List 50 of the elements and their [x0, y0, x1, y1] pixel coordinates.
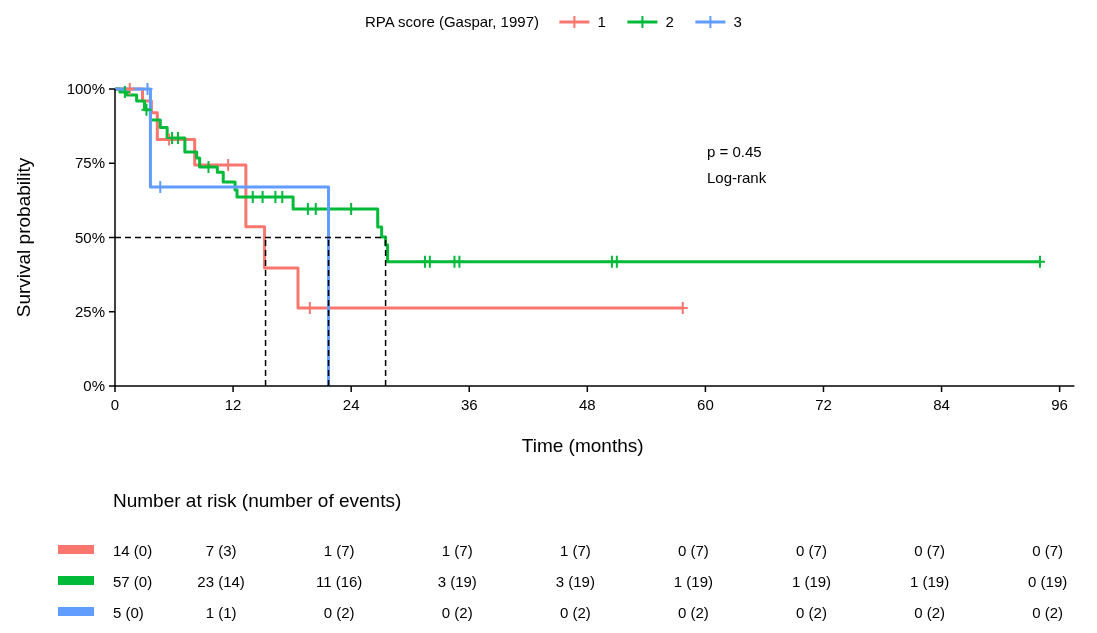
text: 1 (7) — [323, 542, 355, 559]
x-axis-title: Time (months) — [521, 435, 644, 456]
x-tick-label: 24 — [342, 396, 360, 413]
text: 5 (0) — [113, 604, 144, 621]
text: 0 (2) — [677, 604, 709, 621]
text: 1 (1) — [205, 604, 237, 621]
text: 3 (19) — [437, 573, 477, 590]
annotation: p = 0.45 — [707, 143, 762, 160]
annotation: Log-rank — [707, 169, 767, 186]
text: Number at risk (number of events) — [113, 490, 402, 511]
text: 57 (0) — [113, 573, 153, 590]
text: 0 (7) — [796, 542, 827, 559]
text: 3 (19) — [555, 573, 595, 590]
text: 0 (7) — [677, 542, 709, 559]
y-tick-label: 25% — [74, 302, 105, 320]
text: 0 (2) — [323, 604, 355, 621]
text: 7 (3) — [205, 542, 237, 559]
text: 1 (19) — [791, 573, 832, 590]
x-tick-label: 0 — [110, 396, 120, 413]
text: 1 (7) — [441, 542, 473, 559]
text: 0 (2) — [914, 604, 945, 621]
text: 0 (2) — [559, 604, 591, 621]
text: 0 (2) — [1032, 604, 1064, 621]
text: 14 (0) — [113, 542, 153, 559]
text: 11 (16) — [315, 573, 363, 590]
text: 0 (2) — [796, 604, 827, 621]
legend-label: 3 — [733, 13, 742, 30]
x-tick-label: 48 — [578, 396, 596, 413]
text: 23 (14) — [197, 573, 245, 590]
x-tick-label: 84 — [933, 396, 950, 413]
text: 1 (19) — [673, 573, 713, 590]
x-tick-label: 96 — [1051, 396, 1068, 413]
x-tick-label: 60 — [697, 396, 714, 413]
legend-title: RPA score (Gaspar, 1997) — [365, 13, 539, 30]
text: 0 (7) — [914, 542, 945, 559]
y-tick-label: 100% — [66, 80, 105, 97]
text: 1 (19) — [909, 573, 950, 590]
legend-label: 1 — [597, 13, 606, 30]
text: 0 (2) — [441, 604, 473, 621]
y-tick-label: 50% — [74, 228, 105, 246]
x-tick-label: 12 — [224, 396, 242, 413]
y-tick-label: 0% — [83, 377, 105, 394]
x-tick-label: 36 — [460, 396, 478, 413]
text: 0 (7) — [1032, 542, 1064, 559]
text: 1 (7) — [559, 542, 591, 559]
y-axis-title: Survival probability — [13, 157, 34, 318]
y-tick-label: 75% — [74, 154, 105, 172]
legend-label: 2 — [665, 13, 674, 30]
x-tick-label: 72 — [815, 396, 832, 413]
text: 0 (19) — [1028, 573, 1068, 590]
